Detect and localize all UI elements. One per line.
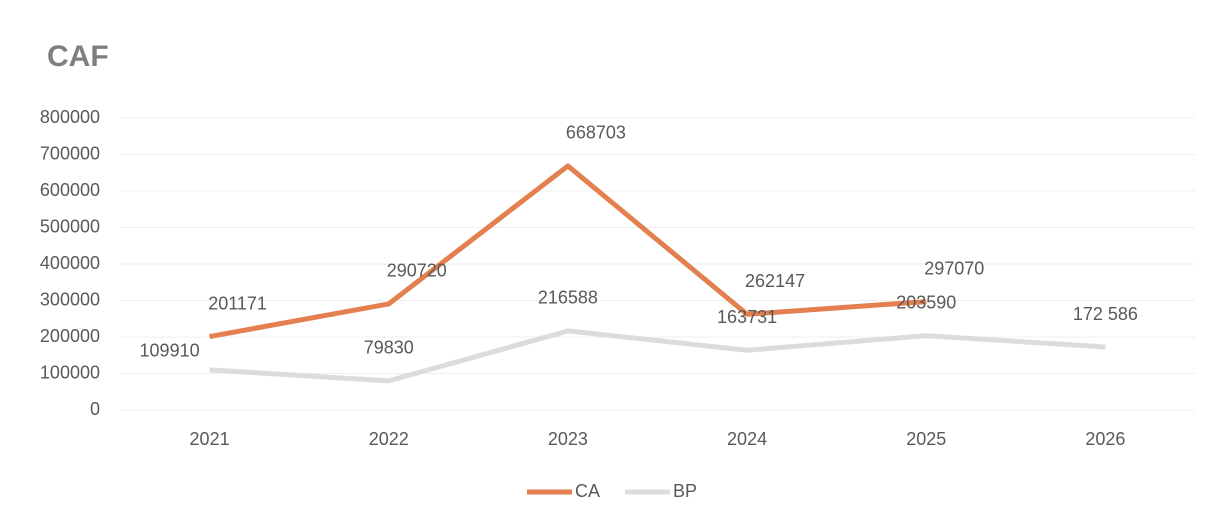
y-tick-label: 500000 bbox=[40, 216, 100, 236]
y-tick-label: 600000 bbox=[40, 180, 100, 200]
y-tick-label: 400000 bbox=[40, 253, 100, 273]
y-tick-label: 200000 bbox=[40, 326, 100, 346]
data-label: 172 586 bbox=[1073, 304, 1138, 324]
y-tick-label: 700000 bbox=[40, 143, 100, 163]
chart-title: CAF bbox=[47, 40, 109, 73]
y-tick-label: 800000 bbox=[40, 107, 100, 127]
y-tick-label: 0 bbox=[90, 399, 100, 419]
data-label: 668703 bbox=[566, 123, 626, 143]
data-label: 290720 bbox=[387, 261, 447, 281]
data-label: 262147 bbox=[745, 271, 805, 291]
x-tick-label: 2025 bbox=[906, 429, 946, 449]
y-tick-label: 100000 bbox=[40, 362, 100, 382]
x-tick-label: 2022 bbox=[369, 429, 409, 449]
data-label: 109910 bbox=[140, 341, 200, 361]
data-label: 297070 bbox=[924, 258, 984, 278]
data-label: 216588 bbox=[538, 288, 598, 308]
data-label: 203590 bbox=[896, 292, 956, 312]
data-label: 163731 bbox=[717, 307, 777, 327]
data-label: 79830 bbox=[364, 338, 414, 358]
x-tick-label: 2026 bbox=[1085, 429, 1125, 449]
y-tick-label: 300000 bbox=[40, 289, 100, 309]
data-label: 201171 bbox=[208, 293, 267, 313]
x-tick-label: 2024 bbox=[727, 429, 767, 449]
series-line bbox=[209, 163, 927, 340]
legend-label: BP bbox=[673, 481, 697, 501]
legend-label: CA bbox=[575, 481, 600, 501]
x-tick-label: 2023 bbox=[548, 429, 588, 449]
series-line bbox=[209, 328, 1106, 384]
x-tick-label: 2021 bbox=[190, 429, 230, 449]
